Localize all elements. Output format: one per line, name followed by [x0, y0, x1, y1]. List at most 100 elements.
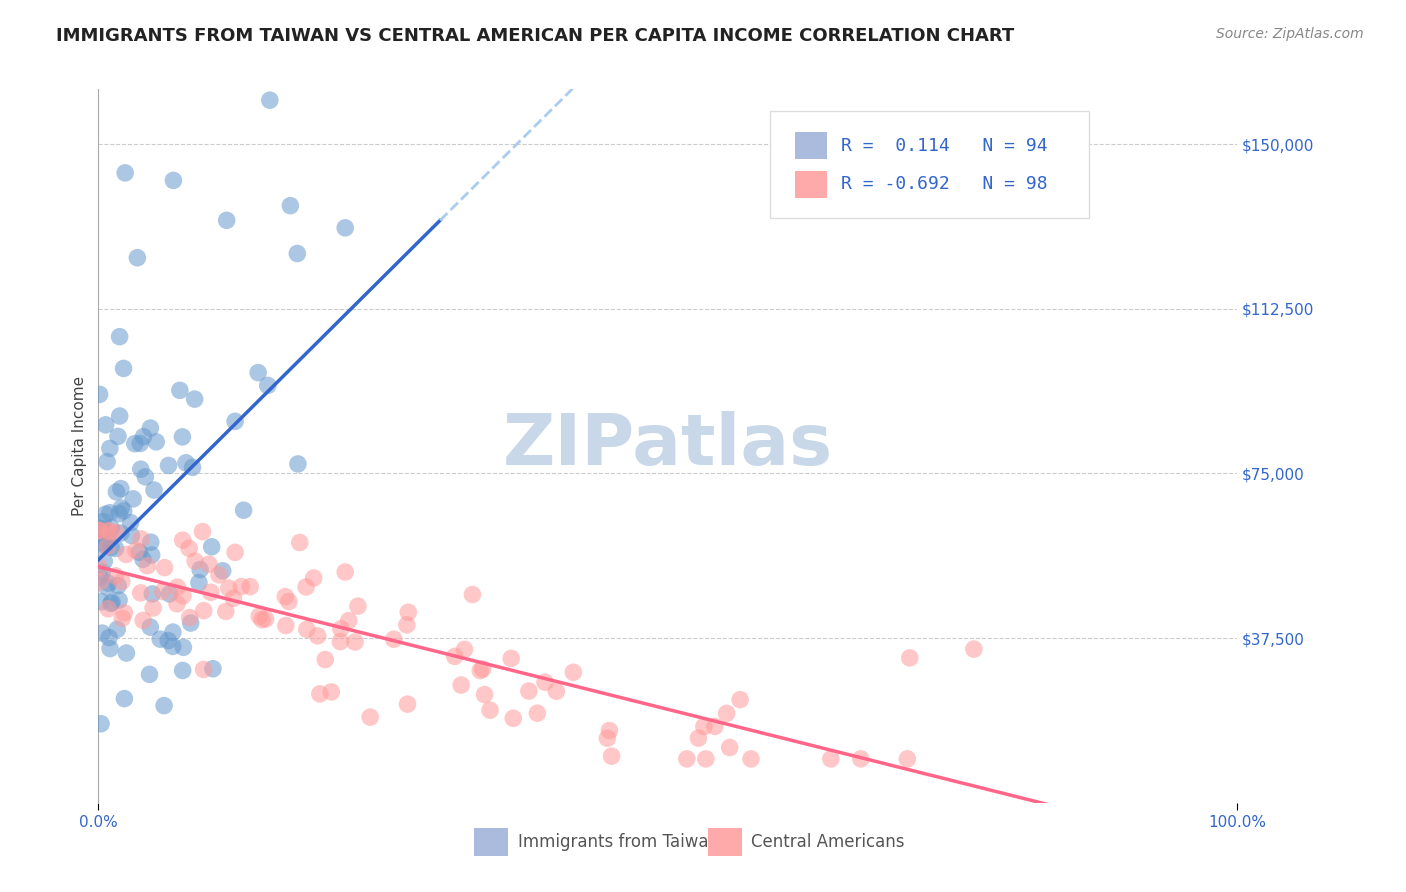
Point [470, 664, 492, 678]
Point [89, 524, 111, 538]
Point [179, 610, 201, 624]
Point [107, 429, 129, 443]
Point [347, 599, 370, 614]
Point [562, 665, 585, 680]
Point [718, 740, 741, 755]
Point [247, 609, 270, 624]
Point [474, 688, 496, 702]
Point [128, 545, 150, 559]
Point [215, 213, 238, 227]
Point [308, 687, 330, 701]
Point [108, 593, 131, 607]
Point [97, 576, 120, 591]
Text: Central Americans: Central Americans [751, 833, 904, 851]
Point [97, 533, 120, 548]
Point [232, 503, 254, 517]
Point [280, 199, 302, 213]
Point [224, 414, 246, 428]
Point [526, 706, 548, 721]
Point [108, 329, 131, 343]
Point [517, 684, 540, 698]
Point [285, 246, 308, 260]
Point [193, 604, 215, 618]
Point [97, 601, 120, 615]
Text: IMMIGRANTS FROM TAIWAN VS CENTRAL AMERICAN PER CAPITA INCOME CORRELATION CHART: IMMIGRANTS FROM TAIWAN VS CENTRAL AMERIC… [56, 27, 1015, 45]
Point [896, 752, 918, 766]
Point [139, 535, 162, 549]
Point [100, 596, 122, 610]
Point [89, 560, 111, 574]
Point [172, 640, 194, 655]
Point [98, 442, 121, 456]
Point [89, 521, 111, 535]
Point [191, 524, 214, 539]
Point [91, 515, 114, 529]
Point [162, 625, 184, 640]
Point [162, 640, 184, 654]
Point [501, 651, 523, 665]
Point [112, 606, 135, 620]
Point [295, 580, 318, 594]
Point [443, 649, 465, 664]
Point [222, 591, 245, 606]
Point [145, 434, 167, 449]
Point [94, 507, 117, 521]
Point [166, 597, 188, 611]
Point [129, 532, 152, 546]
Point [108, 409, 131, 423]
Point [274, 590, 297, 604]
Point [153, 698, 176, 713]
Point [110, 482, 132, 496]
Point [703, 719, 725, 733]
Point [172, 589, 194, 603]
Point [453, 642, 475, 657]
FancyBboxPatch shape [707, 828, 742, 856]
Point [534, 675, 557, 690]
Point [728, 692, 751, 706]
Point [287, 457, 309, 471]
Point [143, 483, 166, 497]
Point [172, 664, 194, 678]
Point [152, 584, 174, 599]
Point [107, 579, 129, 593]
Point [461, 588, 484, 602]
Point [100, 521, 122, 535]
Point [132, 552, 155, 566]
Point [149, 632, 172, 647]
Text: R =  0.114   N = 94: R = 0.114 N = 94 [841, 136, 1047, 154]
Point [288, 535, 311, 549]
Point [335, 565, 357, 579]
Text: Immigrants from Taiwan: Immigrants from Taiwan [517, 833, 718, 851]
Point [91, 566, 114, 580]
Point [129, 436, 152, 450]
Point [90, 538, 112, 552]
Point [181, 460, 204, 475]
Point [254, 612, 277, 626]
Point [110, 526, 132, 541]
Point [169, 384, 191, 398]
Point [600, 749, 623, 764]
Point [96, 580, 118, 594]
Point [598, 723, 620, 738]
Point [231, 580, 253, 594]
Point [93, 535, 115, 549]
Point [100, 541, 122, 555]
Point [132, 614, 155, 628]
Point [688, 731, 710, 745]
Point [98, 641, 121, 656]
Point [111, 574, 134, 589]
Point [820, 752, 842, 766]
Point [211, 564, 233, 578]
Point [450, 678, 472, 692]
Point [104, 525, 127, 540]
FancyBboxPatch shape [796, 170, 827, 198]
Point [157, 633, 180, 648]
Point [110, 501, 132, 516]
Point [166, 580, 188, 594]
Point [157, 458, 180, 473]
Point [471, 662, 494, 676]
Point [159, 587, 181, 601]
Point [141, 548, 163, 562]
Point [849, 752, 872, 766]
Point [98, 631, 121, 645]
